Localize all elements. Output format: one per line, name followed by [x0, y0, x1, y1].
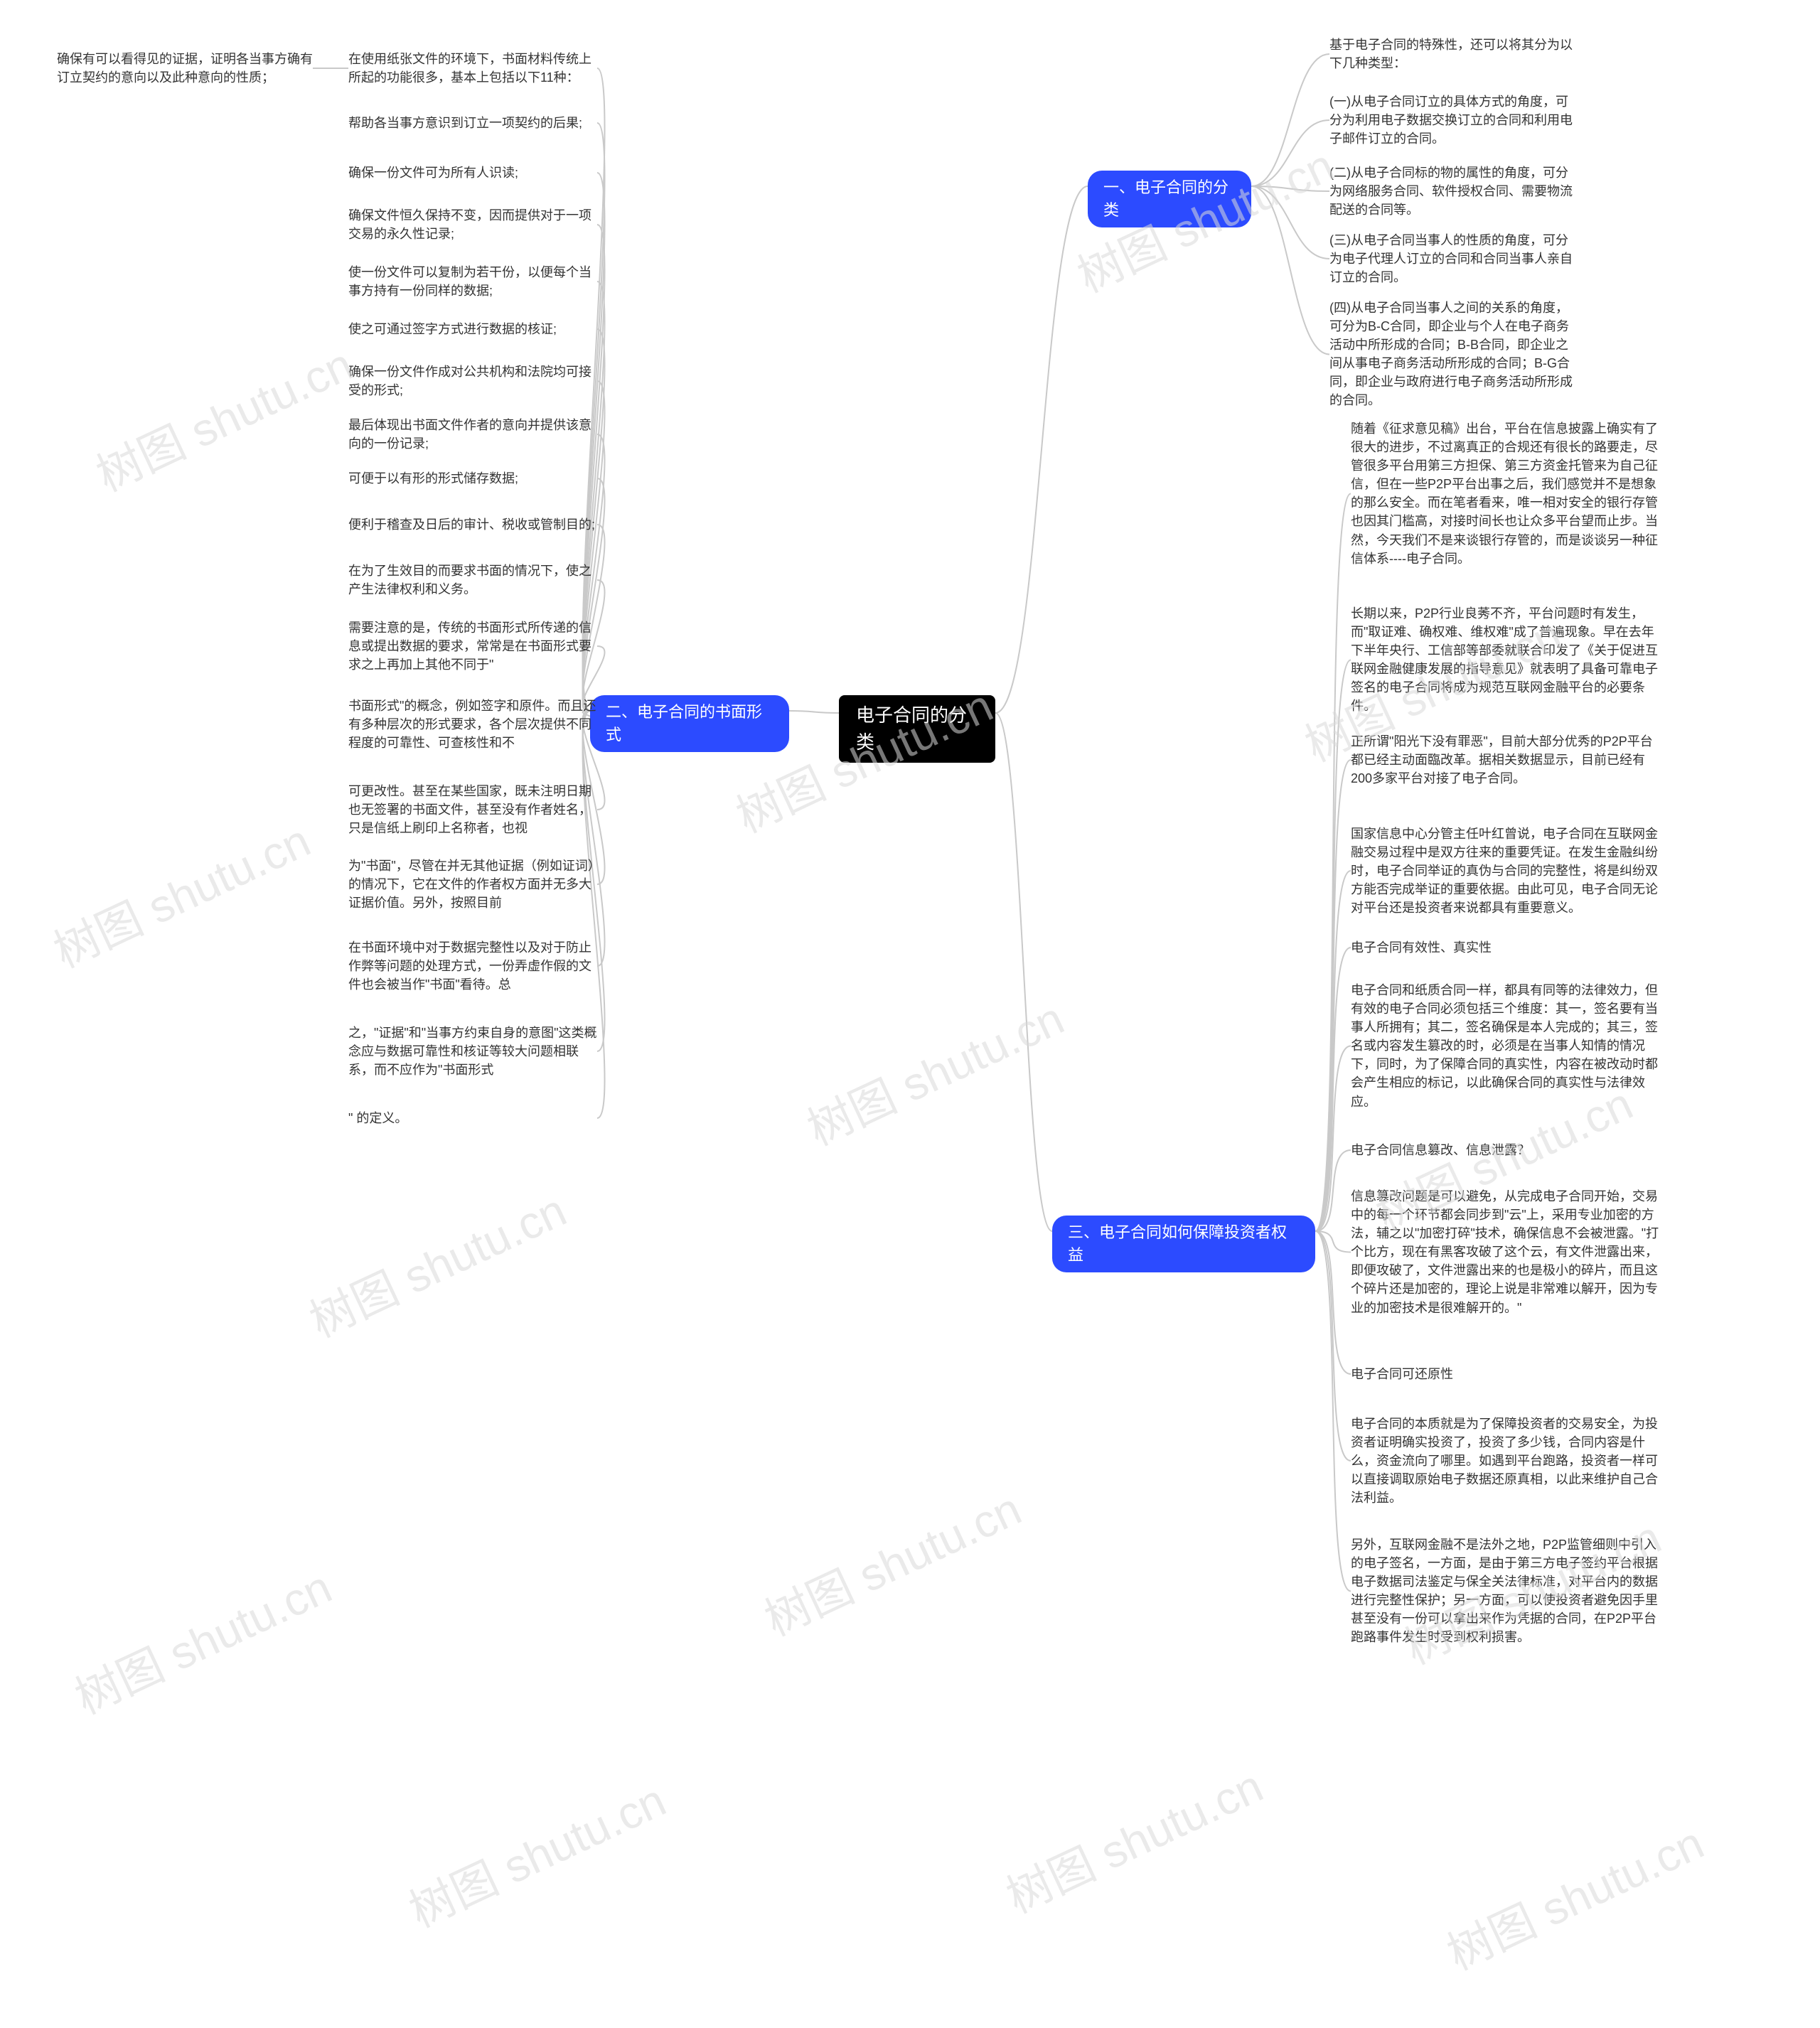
- b2[interactable]: 二、电子合同的书面形式: [590, 695, 789, 752]
- b2p1: 确保有可以看得见的证据，证明各当事方确有订立契约的意向以及此种意向的性质；: [57, 50, 313, 87]
- b2l12: 书面形式"的概念，例如签字和原件。而且还有多种层次的形式要求，各个层次提供不同程…: [348, 697, 597, 752]
- b2l7: 最后体现出书面文件作者的意向并提供该意向的一份记录;: [348, 416, 597, 453]
- b1l4: (四)从电子合同当事人之间的关系的角度，可分为B-C合同，即企业与个人在电子商务…: [1329, 299, 1578, 410]
- b3l11: 另外，互联网金融不是法外之地，P2P监管细则中引入的电子签名，一方面，是由于第三…: [1351, 1535, 1664, 1647]
- watermark: 树图 shutu.cn: [995, 1750, 1272, 1926]
- b3l2: 长期以来，P2P行业良莠不齐，平台问题时有发生，而"取证难、确权难、维权难"成了…: [1351, 604, 1664, 716]
- b2l16: 之，"证据"和"当事方约束自身的意图"这类概念应与数据可靠性和核证等较大问题相联…: [348, 1024, 597, 1079]
- b1l0: 基于电子合同的特殊性，还可以将其分为以下几种类型：: [1329, 36, 1578, 73]
- b2l10: 在为了生效目的而要求书面的情况下，使之产生法律权利和义务。: [348, 562, 597, 599]
- b3l3: 正所谓"阳光下没有罪恶"，目前大部分优秀的P2P平台都已经主动面臨改革。据相关数…: [1351, 732, 1664, 788]
- b2l11: 需要注意的是，传统的书面形式所传递的信息或提出数据的要求，常常是在书面形式要求之…: [348, 618, 597, 674]
- b2l14: 为"书面"，尽管在并无其他证据（例如证词）的情况下，它在文件的作者权方面并无多大…: [348, 857, 597, 912]
- b1l2: (二)从电子合同标的物的属性的角度，可分为网络服务合同、软件授权合同、需要物流配…: [1329, 163, 1578, 219]
- b2l3: 确保文件恒久保持不变，因而提供对于一项交易的永久性记录;: [348, 206, 597, 243]
- watermark: 树图 shutu.cn: [1435, 1807, 1713, 1983]
- b2l2: 确保一份文件可为所有人识读;: [348, 163, 597, 182]
- watermark: 树图 shutu.cn: [796, 982, 1073, 1158]
- watermark: 树图 shutu.cn: [85, 328, 362, 504]
- watermark: 树图 shutu.cn: [753, 1473, 1030, 1648]
- b2l6: 确保一份文件作成对公共机构和法院均可接受的形式;: [348, 363, 597, 399]
- watermark: 树图 shutu.cn: [42, 805, 319, 980]
- root-node[interactable]: 电子合同的分类: [839, 695, 995, 763]
- b3l1: 随着《征求意见稿》出台，平台在信息披露上确实有了很大的进步，不过离真正的合规还有…: [1351, 419, 1664, 568]
- b3l4: 国家信息中心分管主任叶红曾说，电子合同在互联网金融交易过程中是双方往来的重要凭证…: [1351, 825, 1664, 917]
- b2l4: 使一份文件可以复制为若干份，以便每个当事方持有一份同样的数据;: [348, 263, 597, 300]
- b1l3: (三)从电子合同当事人的性质的角度，可分为电子代理人订立的合同和合同当事人亲自订…: [1329, 231, 1578, 286]
- b3l9: 电子合同可还原性: [1351, 1365, 1600, 1383]
- b2l5: 使之可通过签字方式进行数据的核证;: [348, 320, 597, 338]
- b3l10: 电子合同的本质就是为了保障投资者的交易安全，为投资者证明确实投资了，投资了多少钱…: [1351, 1415, 1664, 1507]
- b3l5: 电子合同有效性、真实性: [1351, 938, 1600, 957]
- b2l15: 在书面环境中对于数据完整性以及对于防止作弊等问题的处理方式，一份弄虚作假的文件也…: [348, 938, 597, 994]
- b2l1: 帮助各当事方意识到订立一项契约的后果;: [348, 114, 597, 132]
- b3[interactable]: 三、电子合同如何保障投资者权益: [1052, 1216, 1315, 1272]
- b3l8: 信息篡改问题是可以避免，从完成电子合同开始，交易中的每一个环节都会同步到"云"上…: [1351, 1187, 1664, 1317]
- b2p: 在使用纸张文件的环境下，书面材料传统上所起的功能很多，基本上包括以下11种：: [348, 50, 597, 87]
- watermark: 树图 shutu.cn: [63, 1551, 341, 1727]
- b3l6: 电子合同和纸质合同一样，都具有同等的法律效力，但有效的电子合同必须包括三个维度：…: [1351, 981, 1664, 1111]
- b1[interactable]: 一、电子合同的分类: [1088, 171, 1251, 227]
- b3l7: 电子合同信息篡改、信息泄露？: [1351, 1141, 1600, 1159]
- b1l1: (一)从电子合同订立的具体方式的角度，可分为利用电子数据交换订立的合同和利用电子…: [1329, 92, 1578, 148]
- watermark: 树图 shutu.cn: [397, 1764, 675, 1940]
- b2l13: 可更改性。甚至在某些国家，既未注明日期也无签署的书面文件，甚至没有作者姓名，只是…: [348, 782, 597, 837]
- b2l8: 可便于以有形的形式储存数据;: [348, 469, 597, 488]
- b2l9: 便利于稽查及日后的审计、税收或管制目的;: [348, 515, 597, 534]
- watermark: 树图 shutu.cn: [298, 1174, 575, 1350]
- mindmap-canvas: 电子合同的分类 一、电子合同的分类 基于电子合同的特殊性，还可以将其分为以下几种类型…: [0, 0, 1820, 2028]
- b2l17: " 的定义。: [348, 1109, 597, 1127]
